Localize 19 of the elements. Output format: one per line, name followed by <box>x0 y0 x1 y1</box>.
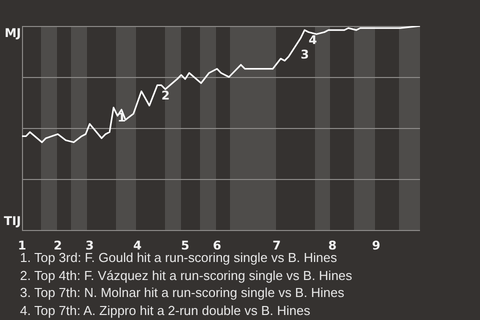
annotation: 1 <box>118 110 126 125</box>
x-tick-label: 5 <box>181 238 190 252</box>
text: TIJ <box>4 214 21 228</box>
x-tick-label: 3 <box>85 238 94 252</box>
x-tick-label: 7 <box>272 238 281 252</box>
annotation: 3 <box>300 47 309 62</box>
x-tick-label: 2 <box>54 238 62 252</box>
text: 3. Top 7th: N. Molnar hit a run-scoring single vs B. Hines <box>20 284 346 302</box>
annotation: 2 <box>161 88 170 102</box>
x-tick-label: 4 <box>133 238 142 252</box>
text: MJ <box>4 26 21 40</box>
x-tick-label: 8 <box>328 238 337 252</box>
x-tick-label: 6 <box>212 238 222 252</box>
x-tick-label: 1 <box>18 238 26 252</box>
annotation: 4 <box>308 33 317 48</box>
text: 2. Top 4th: F. Vázquez hit a run-scoring single vs B. Hines <box>20 266 352 284</box>
x-tick-label: 9 <box>372 238 380 252</box>
text: 4. Top 7th: A. Zippro hit a 2-run double vs B. Hines <box>20 302 312 319</box>
text: 1. Top 3rd: F. Gould hit a run-scoring single vs B. Hines <box>20 250 338 266</box>
